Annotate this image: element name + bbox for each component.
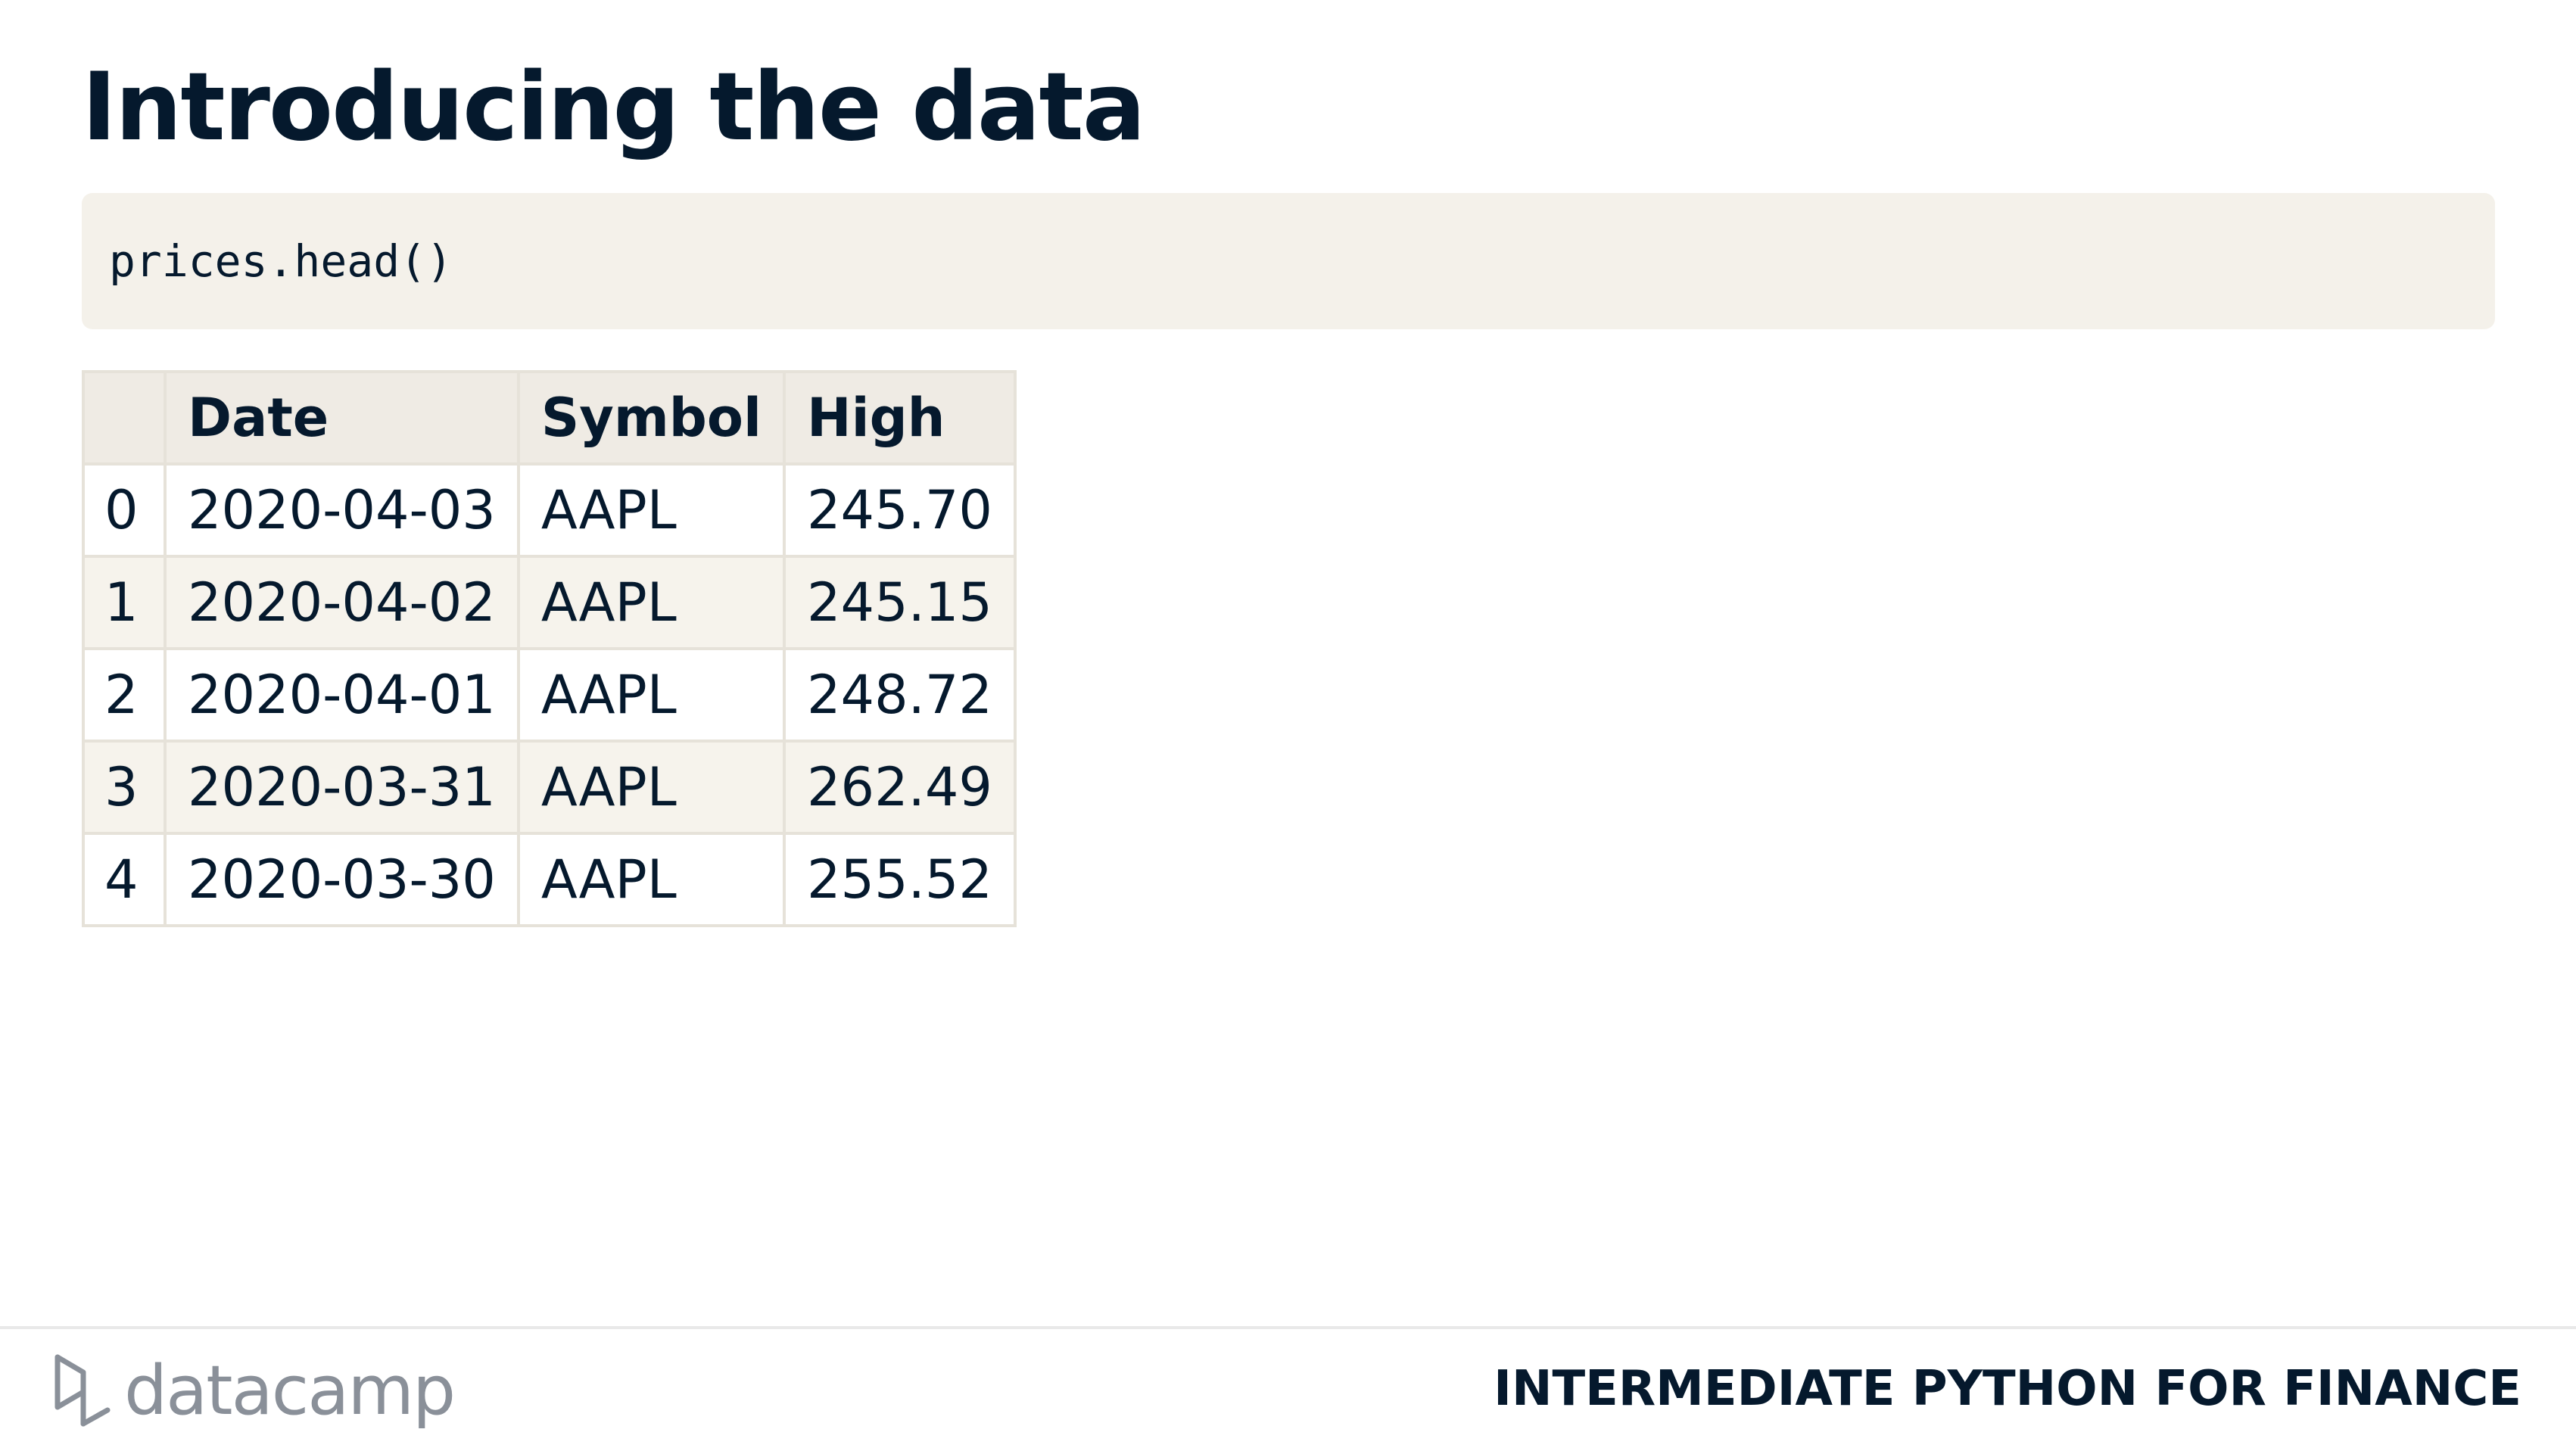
table-header-index bbox=[82, 370, 167, 466]
code-text: prices.head() bbox=[109, 235, 453, 287]
table-row: 1 2020-04-02 AAPL 245.15 bbox=[82, 555, 1017, 650]
table-cell-date: 2020-03-30 bbox=[164, 832, 520, 927]
table-cell-high: 248.72 bbox=[783, 647, 1017, 743]
table-row: 2 2020-04-01 AAPL 248.72 bbox=[82, 647, 1017, 743]
table-cell-high: 245.70 bbox=[783, 462, 1017, 558]
footer-divider bbox=[0, 1326, 2576, 1329]
table-cell-high: 262.49 bbox=[783, 740, 1017, 835]
table-cell-index: 4 bbox=[82, 832, 167, 927]
table-row: 0 2020-04-03 AAPL 245.70 bbox=[82, 462, 1017, 558]
dataframe-table: Date Symbol High 0 2020-04-03 AAPL 245.7… bbox=[82, 370, 1017, 927]
table-cell-index: 1 bbox=[82, 555, 167, 650]
datacamp-logo-text: datacamp bbox=[124, 1350, 456, 1431]
course-title: INTERMEDIATE PYTHON FOR FINANCE bbox=[1494, 1361, 2521, 1417]
slide-title: Introducing the data bbox=[82, 53, 1145, 162]
table-header-symbol: Symbol bbox=[516, 370, 787, 466]
table-header-date: Date bbox=[164, 370, 520, 466]
table-cell-index: 0 bbox=[82, 462, 167, 558]
code-block: prices.head() bbox=[82, 193, 2495, 329]
table-cell-high: 255.52 bbox=[783, 832, 1017, 927]
table-cell-date: 2020-04-03 bbox=[164, 462, 520, 558]
table-cell-date: 2020-03-31 bbox=[164, 740, 520, 835]
table-cell-index: 3 bbox=[82, 740, 167, 835]
datacamp-logo: datacamp bbox=[53, 1349, 456, 1432]
table-header-row: Date Symbol High bbox=[82, 370, 1017, 466]
table-row: 3 2020-03-31 AAPL 262.49 bbox=[82, 740, 1017, 835]
table-header-high: High bbox=[783, 370, 1017, 466]
table-cell-symbol: AAPL bbox=[516, 647, 787, 743]
table-cell-symbol: AAPL bbox=[516, 832, 787, 927]
table-cell-index: 2 bbox=[82, 647, 167, 743]
table-cell-date: 2020-04-02 bbox=[164, 555, 520, 650]
datacamp-logo-icon bbox=[53, 1354, 111, 1427]
table-cell-date: 2020-04-01 bbox=[164, 647, 520, 743]
table-cell-symbol: AAPL bbox=[516, 555, 787, 650]
table-row: 4 2020-03-30 AAPL 255.52 bbox=[82, 832, 1017, 927]
table-cell-symbol: AAPL bbox=[516, 740, 787, 835]
table-cell-high: 245.15 bbox=[783, 555, 1017, 650]
table-cell-symbol: AAPL bbox=[516, 462, 787, 558]
